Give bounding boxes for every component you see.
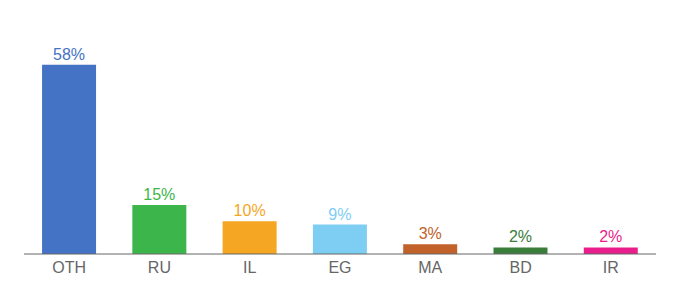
svg-text:2%: 2% <box>599 228 622 245</box>
svg-text:OTH: OTH <box>52 259 86 276</box>
svg-text:10%: 10% <box>234 202 266 219</box>
svg-text:3%: 3% <box>419 225 442 242</box>
svg-text:15%: 15% <box>143 186 175 203</box>
svg-text:RU: RU <box>148 259 171 276</box>
svg-text:IL: IL <box>243 259 256 276</box>
svg-text:IR: IR <box>603 259 619 276</box>
svg-text:MA: MA <box>418 259 442 276</box>
svg-text:9%: 9% <box>328 206 351 223</box>
svg-text:2%: 2% <box>509 228 532 245</box>
svg-text:BD: BD <box>509 259 531 276</box>
svg-text:58%: 58% <box>53 46 85 63</box>
svg-text:EG: EG <box>328 259 351 276</box>
